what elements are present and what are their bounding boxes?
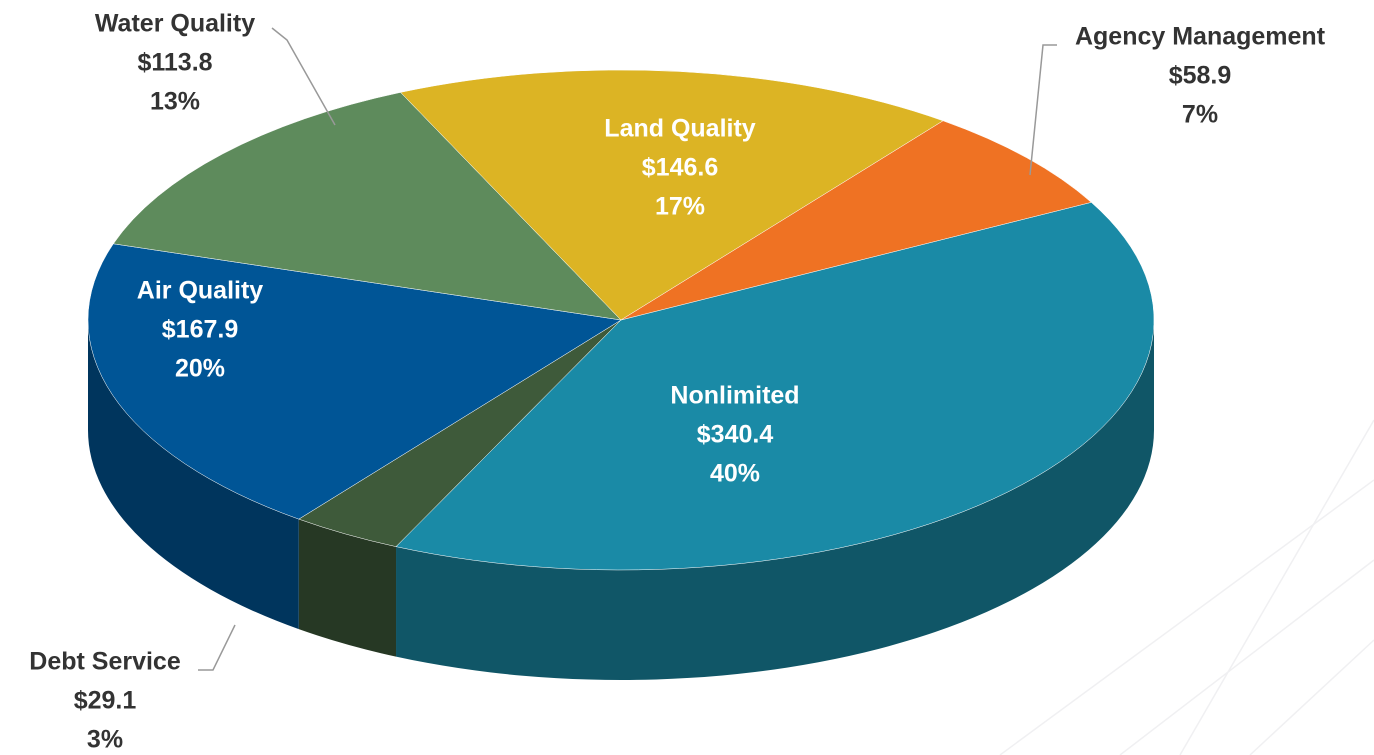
category-label: Debt Service: [29, 648, 181, 676]
percent-label: 7%: [1182, 101, 1218, 129]
slice: [112, 92, 622, 321]
leader-line: [271, 27, 336, 126]
percent-label: 13%: [150, 88, 200, 116]
slice: [87, 243, 622, 520]
slice-side: [88, 320, 299, 630]
percent-label: 3%: [87, 726, 123, 754]
category-label: Water Quality: [95, 10, 255, 38]
percent-label: 40%: [710, 460, 760, 488]
value-label: $146.6: [642, 154, 718, 182]
leader-line: [198, 624, 236, 671]
percent-label: 20%: [175, 355, 225, 383]
value-label: $113.8: [137, 49, 212, 77]
value-label: $340.4: [697, 421, 774, 449]
value-label: $58.9: [1169, 62, 1232, 90]
background-lines: [999, 419, 1374, 755]
slice-side: [396, 320, 1154, 680]
category-label: Agency Management: [1075, 23, 1326, 51]
category-label: Land Quality: [604, 115, 756, 143]
value-label: $167.9: [162, 316, 238, 344]
slice: [395, 202, 1155, 571]
leader-line: [1029, 44, 1057, 176]
category-label: Air Quality: [137, 277, 264, 305]
slice-side: [298, 519, 397, 657]
percent-label: 17%: [655, 193, 705, 221]
value-label: $29.1: [74, 687, 137, 715]
slice: [400, 69, 944, 321]
slice: [620, 120, 1092, 321]
category-label: Nonlimited: [670, 382, 799, 410]
